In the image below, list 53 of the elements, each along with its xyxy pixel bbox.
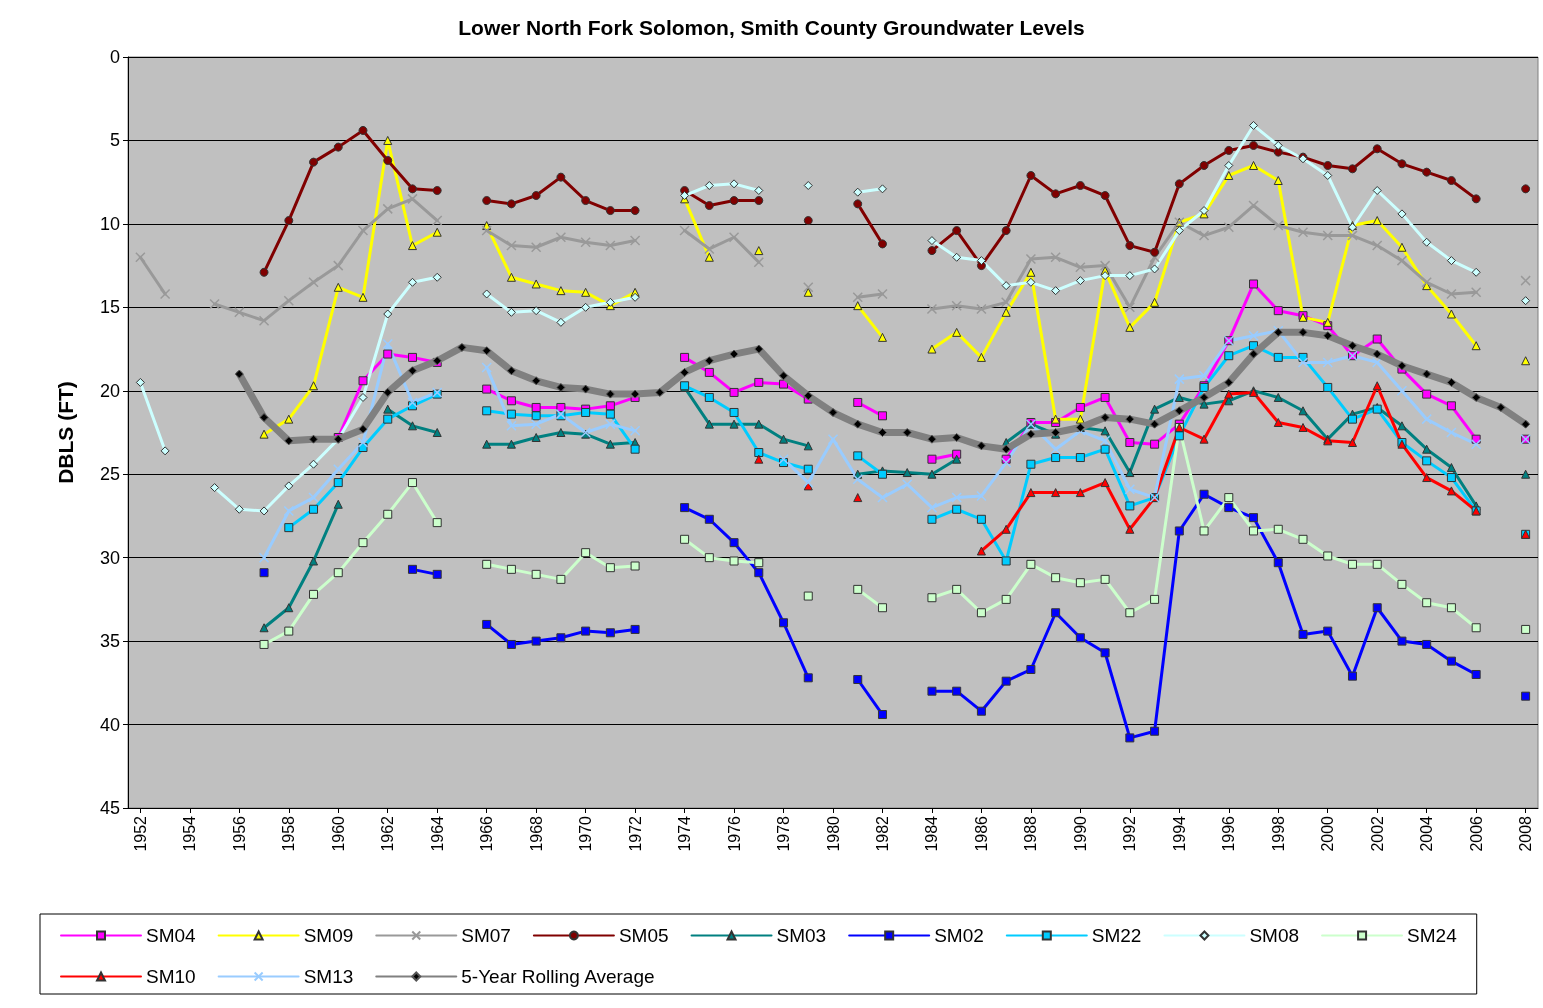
x-tick-label: 1996 [1220, 815, 1238, 852]
x-tick-label: 1974 [676, 815, 694, 852]
legend-label: SM04 [146, 925, 197, 946]
y-tick-label: 30 [99, 547, 120, 568]
y-tick-label: 5 [109, 130, 120, 151]
x-tick-label: 1962 [379, 815, 397, 852]
y-tick-label: 35 [99, 631, 120, 652]
x-tick-label: 2008 [1517, 815, 1535, 852]
y-axis-title: DBLS (FT) [54, 381, 77, 484]
x-tick-label: 1956 [230, 815, 248, 852]
y-tick-label: 0 [109, 47, 120, 67]
x-tick-label: 1958 [280, 815, 298, 852]
y-tick-label: 40 [99, 714, 120, 735]
legend-label: SM10 [146, 966, 196, 987]
legend-label: SM07 [461, 925, 511, 946]
x-tick-label: 2002 [1368, 815, 1386, 852]
x-tick-label: 1980 [824, 815, 842, 852]
x-tick-label: 2000 [1319, 815, 1337, 852]
x-tick-label: 1952 [131, 815, 149, 852]
legend-label: 5-Year Rolling Average [461, 966, 655, 987]
y-tick-label: 20 [99, 380, 120, 401]
legend-label: SM22 [1091, 925, 1142, 946]
y-tick-label: 45 [99, 798, 120, 818]
x-tick-label: 1994 [1170, 815, 1188, 852]
y-tick-label: 10 [99, 213, 120, 234]
x-tick-label: 1970 [577, 815, 595, 852]
x-tick-label: 1984 [923, 815, 941, 852]
x-tick-label: 1982 [873, 815, 891, 852]
legend-label: SM24 [1407, 925, 1458, 946]
x-tick-label: 1954 [181, 815, 199, 852]
legend-label: SM02 [934, 925, 984, 946]
legend-label: SM03 [776, 925, 827, 946]
x-tick-label: 1986 [972, 815, 990, 852]
x-tick-label: 1992 [1121, 815, 1139, 852]
y-tick-label: 25 [99, 464, 120, 485]
x-tick-label: 1966 [478, 815, 496, 852]
x-tick-label: 1972 [626, 815, 644, 852]
x-tick-label: 1978 [775, 815, 793, 852]
x-tick-label: 1998 [1269, 815, 1287, 852]
legend-label: SM08 [1249, 925, 1300, 946]
x-tick-label: 1976 [725, 815, 743, 852]
x-tick-label: 2004 [1418, 815, 1436, 852]
x-tick-label: 2006 [1467, 815, 1485, 852]
legend-label: SM09 [303, 925, 354, 946]
legend-label: SM13 [303, 966, 354, 987]
x-tick-label: 1990 [1071, 815, 1089, 852]
legend-label: SM05 [618, 925, 669, 946]
x-tick-label: 1964 [428, 815, 446, 852]
x-tick-label: 1960 [329, 815, 347, 852]
x-tick-label: 1988 [1022, 815, 1040, 852]
x-tick-label: 1968 [527, 815, 545, 852]
y-tick-label: 15 [99, 297, 120, 318]
chart-title: Lower North Fork Solomon, Smith County Groundwater Levels [458, 16, 1085, 39]
